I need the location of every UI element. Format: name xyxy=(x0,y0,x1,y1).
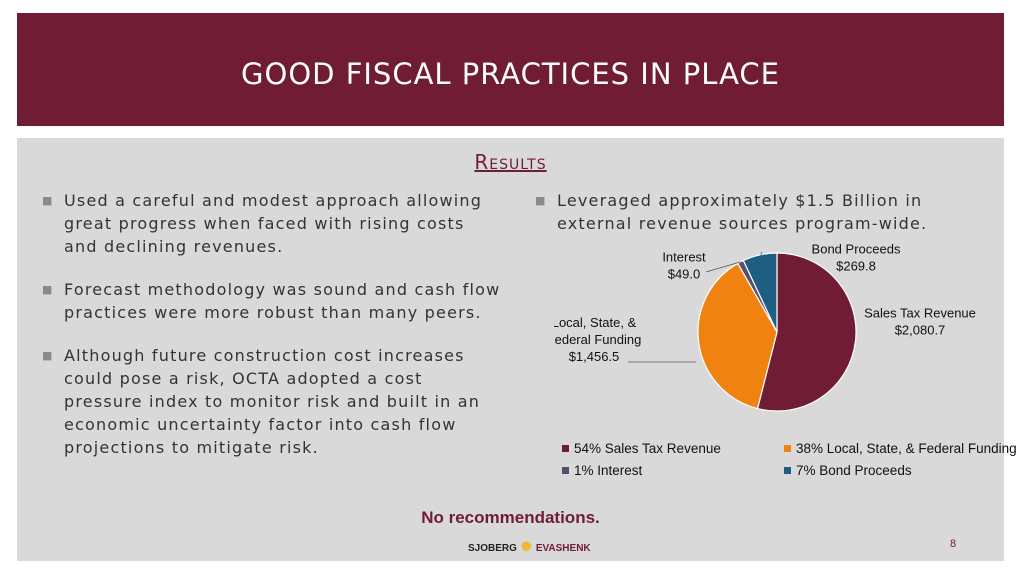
bullet-text: Forecast methodology was sound and cash … xyxy=(64,280,501,322)
legend-swatch xyxy=(562,466,569,474)
svg-text:$1,456.5: $1,456.5 xyxy=(569,349,620,364)
pie-slice-bond-proceeds xyxy=(742,252,778,333)
legend-swatch xyxy=(784,466,791,474)
bullet-item-right: ■ Leveraged approximately $1.5 Billion i… xyxy=(535,189,997,235)
logo-left-text: SJOBERG xyxy=(468,543,517,554)
svg-text:Local, State, &: Local, State, & xyxy=(554,315,637,330)
recommendation-note: No recommendations. xyxy=(421,508,600,527)
bullet-square-icon: ■ xyxy=(42,349,54,362)
svg-text:$2,080.7: $2,080.7 xyxy=(895,323,946,338)
leader-line-interest xyxy=(705,261,741,273)
bullet-square-icon: ■ xyxy=(42,194,54,207)
leader-line-bond-proceeds xyxy=(759,251,763,257)
bullet-item: ■ Although future construction cost incr… xyxy=(42,344,502,459)
svg-text:$269.8: $269.8 xyxy=(836,259,876,274)
legend-label: 1% Interest xyxy=(574,463,643,478)
bullet-square-icon: ■ xyxy=(42,283,54,296)
content-panel: Results ■ Used a careful and modest appr… xyxy=(17,138,1017,561)
svg-text:Interest: Interest xyxy=(662,250,706,265)
data-label-local-state-federal-funding: Local, State, & Federal Funding $1,456.5 xyxy=(554,315,641,364)
legend-item: 1% Interest xyxy=(562,463,642,478)
legend-item: 38% Local, State, & Federal Funding xyxy=(784,441,1017,456)
data-label-sales-tax-revenue: Sales Tax Revenue $2,080.7 xyxy=(864,306,976,338)
bullet-item: ■ Forecast methodology was sound and cas… xyxy=(42,278,502,324)
data-label-interest: Interest $49.0 xyxy=(662,250,706,282)
svg-text:$49.0: $49.0 xyxy=(668,267,701,282)
svg-text:Bond Proceeds: Bond Proceeds xyxy=(812,244,901,257)
company-logo: SJOBERG ✺ EVASHENK xyxy=(468,539,591,555)
bullet-square-icon: ■ xyxy=(535,194,547,207)
data-label-bond-proceeds: Bond Proceeds $269.8 xyxy=(812,244,901,274)
bullet-text: Leveraged approximately $1.5 Billion in … xyxy=(557,191,928,233)
title-banner: GOOD FISCAL PRACTICES IN PLACE xyxy=(17,13,1004,126)
revenue-pie-chart: Sales Tax Revenue $2,080.7 Local, State, &… xyxy=(554,244,976,412)
legend-label: 38% Local, State, & Federal Funding xyxy=(796,441,1017,456)
legend-label: 7% Bond Proceeds xyxy=(796,463,912,478)
bullet-text: Although future construction cost increa… xyxy=(64,346,481,457)
legend-swatch xyxy=(562,444,569,452)
section-title: Results xyxy=(474,150,547,174)
legend-item: 7% Bond Proceeds xyxy=(784,463,912,478)
page-number: 8 xyxy=(950,538,957,550)
sun-icon: ✺ xyxy=(520,539,532,554)
legend-label: 54% Sales Tax Revenue xyxy=(574,441,721,456)
svg-text:Federal Funding: Federal Funding xyxy=(554,332,641,347)
bullet-item: ■ Used a careful and modest approach all… xyxy=(42,189,502,258)
pie-slice-local-state-federal-funding xyxy=(697,262,778,410)
pie-slice-sales-tax-revenue xyxy=(756,252,857,412)
legend-swatch xyxy=(784,444,791,452)
legend-item: 54% Sales Tax Revenue xyxy=(562,441,721,456)
page-title: GOOD FISCAL PRACTICES IN PLACE xyxy=(241,57,780,91)
bullet-text: Used a careful and modest approach allow… xyxy=(64,191,483,256)
svg-text:Sales Tax Revenue: Sales Tax Revenue xyxy=(864,306,976,321)
left-bullet-list: ■ Used a careful and modest approach all… xyxy=(42,189,502,479)
logo-right-text: EVASHENK xyxy=(535,543,591,554)
